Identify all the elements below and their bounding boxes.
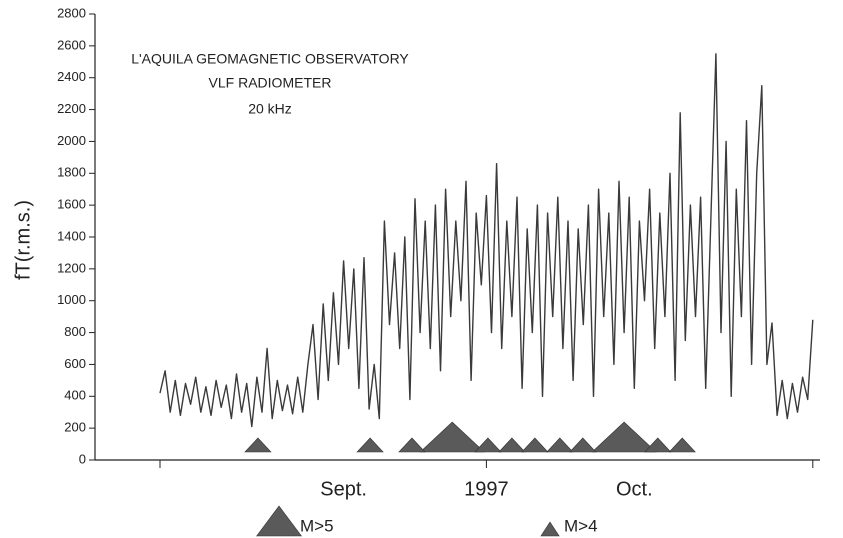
quake-marker xyxy=(419,421,485,453)
y-tick-label: 1200 xyxy=(57,260,86,275)
y-tick-label: 2000 xyxy=(57,133,86,148)
data-line xyxy=(159,53,814,428)
quake-marker xyxy=(474,437,502,453)
legend-label: M>4 xyxy=(564,516,598,535)
quake-marker xyxy=(644,437,672,453)
quake-marker xyxy=(498,437,526,453)
quake-marker xyxy=(398,437,426,453)
chart-title: 20 kHz xyxy=(248,101,292,117)
y-axis-label: fT(r.m.s.) xyxy=(12,200,34,280)
legend-swatch xyxy=(256,505,302,537)
chart-title: VLF RADIOMETER xyxy=(209,75,332,91)
y-tick-label: 2800 xyxy=(57,5,86,20)
y-tick-label: 2200 xyxy=(57,101,86,116)
chart-title: L'AQUILA GEOMAGNETIC OBSERVATORY xyxy=(131,51,409,67)
y-tick-label: 2400 xyxy=(57,69,86,84)
y-tick-label: 1000 xyxy=(57,292,86,307)
x-tick-label: Sept. xyxy=(320,478,367,500)
y-tick-label: 600 xyxy=(64,356,86,371)
y-tick-label: 2600 xyxy=(57,37,86,52)
y-tick-label: 1400 xyxy=(57,228,86,243)
y-tick-label: 200 xyxy=(64,420,86,435)
quake-marker xyxy=(356,437,384,453)
quake-marker xyxy=(521,437,549,453)
legend-label: M>5 xyxy=(300,516,334,535)
y-tick-label: 0 xyxy=(79,451,86,466)
legend-swatch xyxy=(540,521,560,537)
y-tick-label: 800 xyxy=(64,324,86,339)
quake-marker xyxy=(546,437,574,453)
quake-marker xyxy=(569,437,597,453)
quake-marker xyxy=(591,421,657,453)
y-tick-label: 400 xyxy=(64,388,86,403)
x-tick-label: Oct. xyxy=(616,478,653,500)
y-tick-label: 1600 xyxy=(57,197,86,212)
y-tick-label: 1800 xyxy=(57,165,86,180)
quake-marker xyxy=(668,437,696,453)
x-tick-label: 1997 xyxy=(464,478,509,500)
quake-marker xyxy=(244,437,272,453)
